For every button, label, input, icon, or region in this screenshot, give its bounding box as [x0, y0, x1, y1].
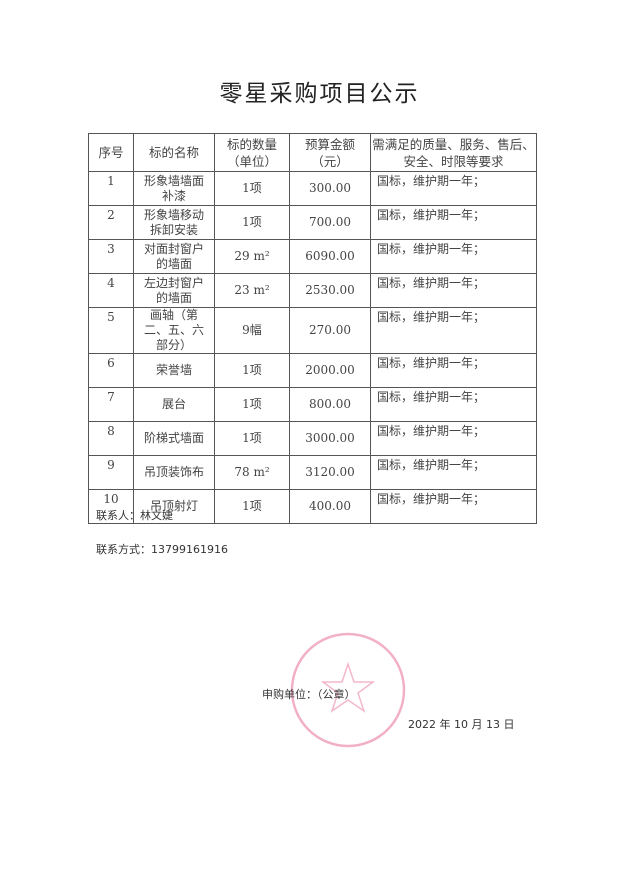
cell-qty: 1项 [214, 353, 290, 388]
cell-qty: 23 m² [214, 273, 290, 308]
column-header-line: 标的数量 [226, 136, 277, 152]
cell-no: 2 [88, 205, 134, 240]
cell-no: 6 [88, 353, 134, 388]
cell-no: 8 [88, 421, 134, 456]
cell-req: 国标，维护期一年； [370, 307, 537, 354]
cell-req: 国标，维护期一年； [370, 455, 537, 490]
table-row: 2 形象墙移动拆卸安装 1项 700.00 国标，维护期一年； [88, 205, 537, 240]
applicant-unit: 申购单位：（公章） [262, 688, 356, 701]
cell-name: 形象墙移动拆卸安装 [133, 205, 215, 240]
table-row: 4 左边封窗户的墙面 23 m² 2530.00 国标，维护期一年； [88, 273, 537, 308]
cell-amount: 6090.00 [289, 239, 371, 274]
column-header: 序号 [88, 133, 134, 172]
official-stamp [290, 632, 406, 748]
column-header: 标的名称 [133, 133, 215, 172]
column-header-line: 序号 [98, 145, 124, 160]
cell-req: 国标，维护期一年； [370, 273, 537, 308]
table-row: 1 形象墙墙面补漆 1项 300.00 国标，维护期一年； [88, 171, 537, 206]
cell-no: 7 [88, 387, 134, 422]
cell-qty: 1项 [214, 171, 290, 206]
column-header: 标的数量 （单位） [214, 133, 290, 172]
column-header-text: 预算金额（元） [304, 136, 355, 169]
table-row: 3 对面封窗户的墙面 29 m² 6090.00 国标，维护期一年； [88, 239, 537, 274]
cell-qty: 78 m² [214, 455, 290, 490]
cell-no: 1 [88, 171, 134, 206]
cell-qty: 9幅 [214, 307, 290, 354]
cell-amount: 400.00 [289, 489, 371, 524]
cell-no: 9 [88, 455, 134, 490]
cell-req: 国标，维护期一年； [370, 387, 537, 422]
cell-name: 画轴（第二、五、六部分） [133, 307, 215, 354]
cell-qty: 1项 [214, 387, 290, 422]
cell-req: 国标，维护期一年； [370, 205, 537, 240]
column-header: 需满足的质量、服务、售后、 安全、时限等要求 [370, 133, 537, 172]
cell-name: 荣誉墙 [133, 353, 215, 388]
cell-req: 国标，维护期一年； [370, 239, 537, 274]
cell-amount: 270.00 [289, 307, 371, 354]
cell-name: 吊顶装饰布 [133, 455, 215, 490]
cell-req: 国标，维护期一年； [370, 171, 537, 206]
cell-no: 4 [88, 273, 134, 308]
cell-name: 阶梯式墙面 [133, 421, 215, 456]
table-row: 10 吊顶射灯 1项 400.00 国标，维护期一年； [88, 489, 537, 524]
cell-name: 形象墙墙面补漆 [133, 171, 215, 206]
cell-name: 左边封窗户的墙面 [133, 273, 215, 308]
page-title: 零星采购项目公示 [219, 81, 420, 107]
cell-no: 3 [88, 239, 134, 274]
cell-req: 国标，维护期一年； [370, 489, 537, 524]
table-row: 9 吊顶装饰布 78 m² 3120.00 国标，维护期一年； [88, 455, 537, 490]
table-header-row: 序号 标的名称 标的数量 （单位） 预算金额（元） 需满足的质量、服务、售后、 安全、时限等… [88, 133, 537, 172]
cell-amount: 2530.00 [289, 273, 371, 308]
table-row: 6 荣誉墙 1项 2000.00 国标，维护期一年； [88, 353, 537, 388]
cell-amount: 3120.00 [289, 455, 371, 490]
cell-no: 10 [88, 489, 134, 524]
cell-name: 展台 [133, 387, 215, 422]
cell-amount: 300.00 [289, 171, 371, 206]
column-header: 预算金额（元） [289, 133, 371, 172]
cell-qty: 29 m² [214, 239, 290, 274]
contact-method: 联系方式：13799161916 [96, 543, 228, 556]
table-row: 8 阶梯式墙面 1项 3000.00 国标，维护期一年； [88, 421, 537, 456]
cell-amount: 3000.00 [289, 421, 371, 456]
cell-qty: 1项 [214, 421, 290, 456]
cell-no: 5 [88, 307, 134, 354]
cell-amount: 2000.00 [289, 353, 371, 388]
contact-person: 联系人：林文婕 [96, 509, 173, 522]
cell-qty: 1项 [214, 205, 290, 240]
column-header-line: 标的名称 [148, 145, 199, 160]
table-row: 7 展台 1项 800.00 国标，维护期一年； [88, 387, 537, 422]
cell-req: 国标，维护期一年； [370, 353, 537, 388]
column-header-line: （单位） [226, 153, 277, 169]
table-row: 5 画轴（第二、五、六部分） 9幅 270.00 国标，维护期一年； [88, 307, 537, 354]
column-header-line: 需满足的质量、服务、售后、 [372, 136, 535, 152]
date: 2022 年 10 月 13 日 [408, 718, 515, 731]
cell-name: 对面封窗户的墙面 [133, 239, 215, 274]
cell-req: 国标，维护期一年； [370, 421, 537, 456]
cell-qty: 1项 [214, 489, 290, 524]
procurement-table: 序号 标的名称 标的数量 （单位） 预算金额（元） 需满足的质量、服务、售后、 安全、时限等… [88, 133, 537, 524]
cell-name: 吊顶射灯 [133, 489, 215, 524]
column-header-line: 安全、时限等要求 [403, 153, 504, 169]
cell-amount: 700.00 [289, 205, 371, 240]
cell-amount: 800.00 [289, 387, 371, 422]
